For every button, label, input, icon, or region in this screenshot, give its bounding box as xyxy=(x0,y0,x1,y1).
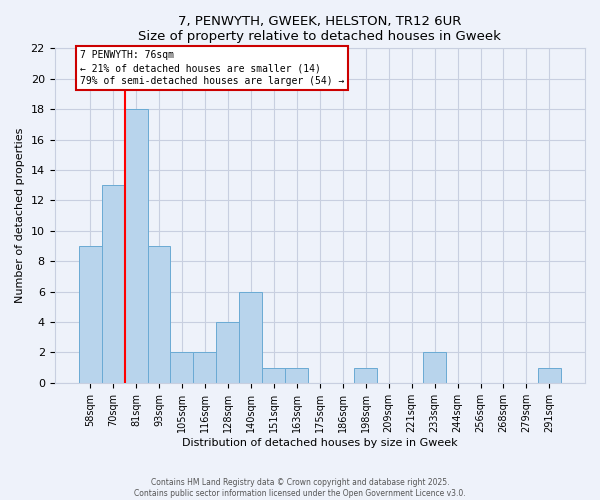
Bar xyxy=(262,368,286,383)
Bar xyxy=(538,368,561,383)
Title: 7, PENWYTH, GWEEK, HELSTON, TR12 6UR
Size of property relative to detached house: 7, PENWYTH, GWEEK, HELSTON, TR12 6UR Siz… xyxy=(139,15,501,43)
Bar xyxy=(193,352,217,383)
Bar xyxy=(239,292,262,383)
Bar xyxy=(79,246,101,383)
Bar xyxy=(217,322,239,383)
Bar xyxy=(125,109,148,383)
X-axis label: Distribution of detached houses by size in Gweek: Distribution of detached houses by size … xyxy=(182,438,458,448)
Bar xyxy=(286,368,308,383)
Y-axis label: Number of detached properties: Number of detached properties xyxy=(15,128,25,304)
Bar xyxy=(148,246,170,383)
Text: 7 PENWYTH: 76sqm
← 21% of detached houses are smaller (14)
79% of semi-detached : 7 PENWYTH: 76sqm ← 21% of detached house… xyxy=(80,50,344,86)
Text: Contains HM Land Registry data © Crown copyright and database right 2025.
Contai: Contains HM Land Registry data © Crown c… xyxy=(134,478,466,498)
Bar xyxy=(170,352,193,383)
Bar xyxy=(354,368,377,383)
Bar xyxy=(101,185,125,383)
Bar xyxy=(423,352,446,383)
